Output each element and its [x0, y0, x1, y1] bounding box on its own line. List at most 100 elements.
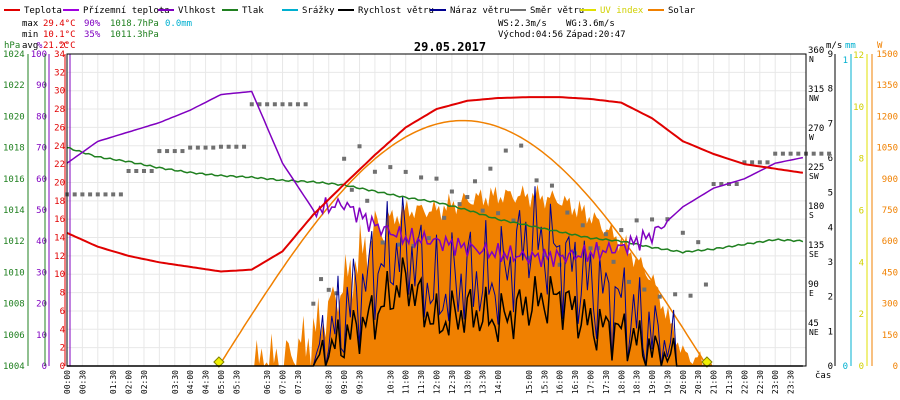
tick-uv: 4 — [859, 258, 864, 268]
tick-c: 34 — [54, 50, 65, 60]
stat-ws: WS:2.3m/s — [498, 19, 547, 29]
tick-ms: 7 — [828, 119, 833, 129]
chart-title: 29.05.2017 — [414, 40, 486, 54]
wind-dir-point — [765, 160, 770, 165]
wind-dir-point — [519, 143, 524, 148]
tick-time: 12:00 — [433, 370, 442, 394]
tick-time: 23:00 — [771, 370, 780, 394]
wind-dir-point — [172, 149, 177, 154]
tick-time: 07:00 — [279, 370, 288, 394]
wind-dir-point — [372, 169, 377, 174]
tick-time: 09:30 — [356, 370, 365, 394]
tick-time: 06:30 — [263, 370, 272, 394]
wind-dir-point — [588, 246, 593, 251]
tick-time: 01:30 — [109, 370, 118, 394]
tick-time: 18:30 — [633, 370, 642, 394]
wind-dir-point — [696, 240, 701, 245]
tick-hpa: 1008 — [3, 300, 25, 310]
uv-marker — [701, 356, 713, 368]
wind-dir-point — [680, 230, 685, 235]
wind-dir-point — [288, 102, 293, 107]
wind-dir-point — [380, 240, 385, 245]
tick-hpa: 1018 — [3, 144, 25, 154]
wind-dir-point — [218, 144, 223, 149]
stat-avg-label: avg — [22, 41, 38, 51]
wind-dir-point — [157, 149, 162, 154]
axis-label-c: °C — [58, 41, 69, 51]
wind-dir-point — [526, 255, 531, 260]
tick-c: 12 — [54, 252, 65, 262]
tick-dir: 45 — [808, 319, 819, 329]
tick-w: 1350 — [876, 81, 898, 91]
axis-label-ms: m/s — [826, 41, 842, 51]
wind-dir-point — [342, 156, 347, 161]
tick-dir-letter: E — [809, 289, 814, 298]
wind-dir-point — [757, 160, 762, 165]
wind-dir-point — [403, 169, 408, 174]
wind-dir-point — [242, 144, 247, 149]
legend-label: Tlak — [242, 6, 264, 16]
legend-item: Náraz větru — [430, 6, 510, 16]
tick-uv: 10 — [853, 103, 864, 113]
tick-time: 10:30 — [386, 370, 395, 394]
tick-w: 450 — [882, 268, 898, 278]
tick-hpa: 1020 — [3, 112, 25, 122]
tick-time: 19:30 — [663, 370, 672, 394]
tick-time: 22:00 — [740, 370, 749, 394]
tick-dir-letter: S — [809, 211, 814, 220]
tick-time: 20:00 — [679, 370, 688, 394]
wind-dir-point — [603, 232, 608, 237]
tick-pct: 0 — [42, 362, 47, 372]
wind-dir-point — [295, 102, 300, 107]
tick-w: 0 — [893, 362, 898, 372]
tick-time: 11:00 — [402, 370, 411, 394]
tick-time: 18:00 — [617, 370, 626, 394]
tick-hpa: 1006 — [3, 331, 25, 341]
temperature-line — [66, 96, 804, 273]
tick-hpa: 1022 — [3, 81, 25, 91]
wind-dir-point — [434, 176, 439, 181]
wind-dir-point — [811, 151, 816, 156]
stat-max-temp: 29.4°C — [43, 19, 76, 29]
wind-dir-point — [642, 287, 647, 292]
wind-dir-point — [226, 144, 231, 149]
tick-c: 16 — [54, 215, 65, 225]
legend-label: Rychlost větru — [358, 6, 434, 16]
wind-dir-point — [103, 192, 108, 197]
wind-dir-point — [426, 236, 431, 241]
wind-dir-point — [650, 217, 655, 222]
wind-dir-point — [549, 183, 554, 188]
tick-time: 11:30 — [417, 370, 426, 394]
tick-time: 21:00 — [710, 370, 719, 394]
wind-dir-point — [626, 279, 631, 284]
tick-ms: 3 — [828, 258, 833, 268]
tick-time: 23:30 — [787, 370, 796, 394]
wind-dir-point — [311, 301, 316, 306]
axis-label-w: W — [877, 41, 883, 51]
wind-dir-point — [272, 102, 277, 107]
tick-uv: 8 — [859, 155, 864, 165]
tick-c: 26 — [54, 123, 65, 133]
tick-uv: 6 — [859, 207, 864, 217]
tick-uv: 2 — [859, 310, 864, 320]
tick-w: 900 — [882, 175, 898, 185]
tick-pct: 80 — [36, 112, 47, 122]
wind-dir-point — [542, 252, 547, 257]
plot-frame — [66, 53, 807, 367]
tick-ms: 0 — [828, 362, 833, 372]
legend-label: UV index — [600, 6, 644, 16]
pressure-line — [66, 146, 804, 254]
tick-c: 28 — [54, 105, 65, 115]
tick-time: 05:00 — [217, 370, 226, 394]
tick-dir: 180 — [808, 202, 824, 212]
tick-pct: 50 — [36, 206, 47, 216]
wind-dir-point — [80, 192, 85, 197]
legend-item: Směr větru — [510, 6, 584, 16]
tick-dir: 225 — [808, 163, 824, 173]
wind-dir-point — [141, 169, 146, 173]
tick-time: 04:00 — [186, 370, 195, 394]
tick-ms: 8 — [828, 85, 833, 95]
legend-label: Náraz větru — [450, 6, 510, 16]
wind-dir-point — [534, 178, 539, 183]
